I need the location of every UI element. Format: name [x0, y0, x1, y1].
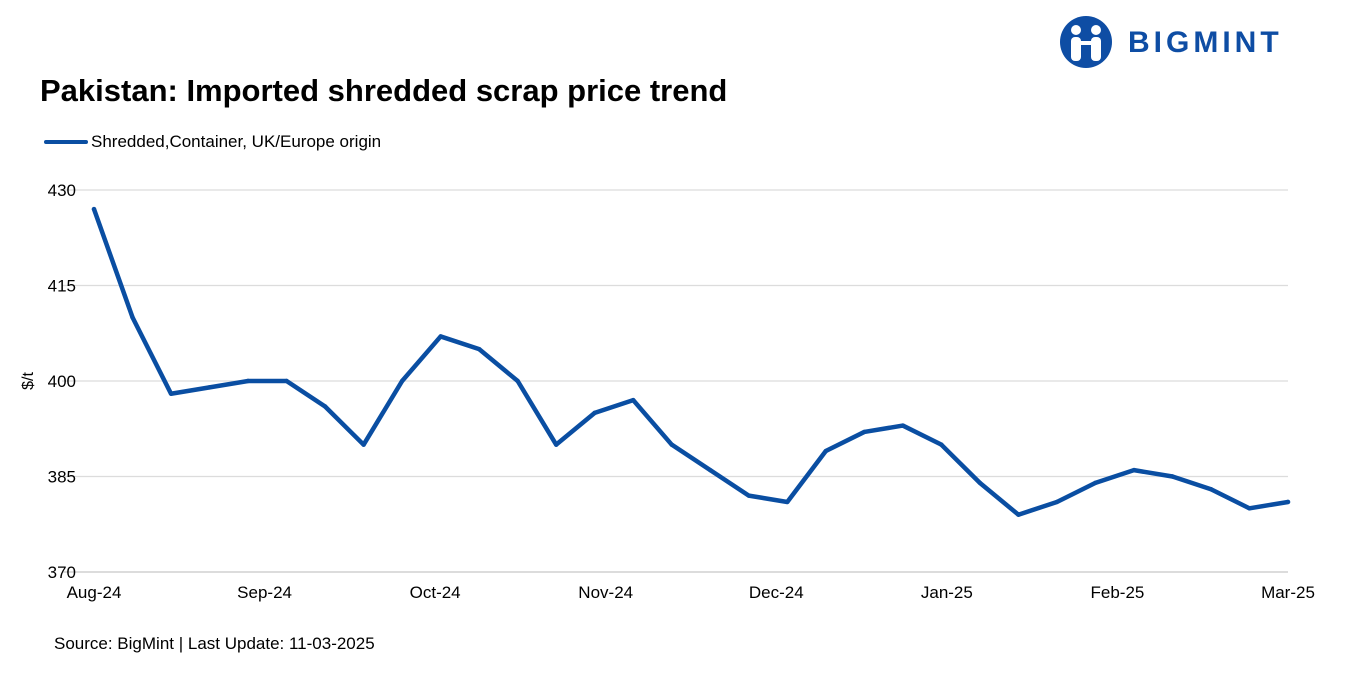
- legend-label: Shredded,Container, UK/Europe origin: [91, 132, 382, 151]
- source-note: Source: BigMint | Last Update: 11-03-202…: [54, 634, 375, 653]
- y-tick-label: 400: [48, 372, 76, 391]
- data-point: [862, 429, 867, 435]
- data-point: [399, 378, 405, 384]
- brand-name: BIGMINT: [1128, 26, 1283, 59]
- data-point: [130, 315, 135, 320]
- data-point: [746, 493, 751, 498]
- data-point: [245, 378, 251, 384]
- data-point: [631, 397, 636, 403]
- x-tick-label: Feb-25: [1090, 583, 1144, 602]
- data-point: [1093, 480, 1098, 486]
- data-point: [207, 385, 212, 390]
- x-tick-labels: Aug-24 Sep-24 Oct-24 Nov-24 Dec-24 Jan-25 Feb-…: [67, 583, 1315, 602]
- x-tick-label: Sep-24: [237, 583, 292, 602]
- y-tick-label: 370: [48, 563, 76, 582]
- legend: Shredded,Container, UK/Europe origin: [44, 131, 381, 153]
- data-point: [900, 423, 906, 428]
- x-tick-label: Oct-24: [410, 583, 461, 602]
- data-point: [1247, 506, 1252, 511]
- data-point: [1285, 499, 1291, 505]
- series-line: [91, 206, 1291, 517]
- x-tick-label: Nov-24: [578, 583, 633, 602]
- data-point: [1208, 487, 1214, 492]
- data-point: [168, 391, 174, 396]
- x-tick-label: Aug-24: [67, 583, 122, 602]
- legend-swatch: [44, 140, 88, 144]
- y-axis-label: $/t: [20, 372, 37, 390]
- data-point: [823, 448, 829, 454]
- bigmint-logo-icon: [1060, 16, 1112, 68]
- y-tick-label: 385: [48, 468, 76, 487]
- y-tick-labels: 370 385 400 415 430: [48, 181, 76, 582]
- x-tick-label: Jan-25: [921, 583, 973, 602]
- data-point: [785, 499, 790, 505]
- x-tick-label: Dec-24: [749, 583, 804, 602]
- data-point: [322, 404, 328, 409]
- data-point: [592, 410, 597, 416]
- data-point: [939, 442, 944, 447]
- data-point: [361, 442, 366, 447]
- y-tick-label: 415: [48, 277, 76, 296]
- data-point: [669, 442, 674, 447]
- chart-title: Pakistan: Imported shredded scrap price …: [40, 73, 728, 108]
- data-point: [708, 467, 713, 473]
- data-point: [438, 334, 443, 339]
- data-points: [91, 206, 1291, 517]
- data-point: [476, 346, 482, 352]
- x-tick-label: Mar-25: [1261, 583, 1315, 602]
- data-point: [977, 480, 983, 486]
- data-point: [1054, 499, 1060, 505]
- data-point: [515, 378, 520, 384]
- y-tick-label: 430: [48, 181, 76, 200]
- data-point: [91, 206, 97, 212]
- data-point: [1170, 474, 1175, 479]
- data-point: [1131, 467, 1137, 473]
- data-point: [284, 378, 289, 384]
- data-point: [553, 442, 559, 447]
- data-point: [1016, 512, 1021, 517]
